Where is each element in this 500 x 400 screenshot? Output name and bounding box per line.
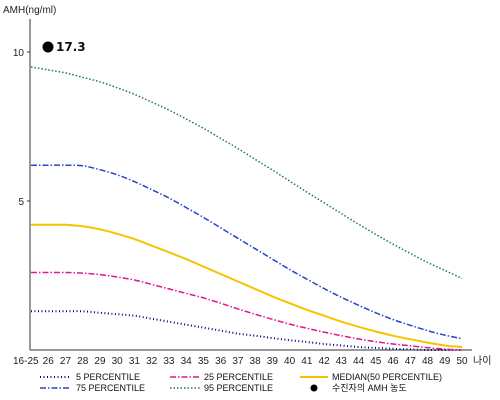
legend-label-patient: 수진자의 AMH 농도 — [332, 383, 407, 393]
x-tick-label: 28 — [77, 356, 89, 367]
x-tick-label: 43 — [336, 356, 348, 367]
x-tick-label: 42 — [319, 356, 331, 367]
series-line-0 — [31, 310, 462, 352]
legend-item-95: 95 PERCENTILE — [170, 383, 273, 393]
series-lines — [30, 66, 463, 352]
legend-label-75: 75 PERCENTILE — [76, 383, 145, 393]
x-tick-label: 45 — [370, 356, 382, 367]
x-axis: 16-25 26 27 28 29 30 31 32 33 34 35 36 37 38 39 40 41 42 4… — [13, 349, 491, 367]
x-tick-label: 46 — [387, 356, 399, 367]
x-tick-label: 26 — [43, 356, 55, 367]
legend-label-25: 25 PERCENTILE — [204, 372, 273, 382]
x-tick-label: 40 — [284, 356, 296, 367]
x-tick-label: 16-25 — [13, 356, 39, 367]
x-tick-label: 38 — [250, 356, 262, 367]
series-line-4 — [30, 66, 463, 280]
x-tick-label: 50 — [456, 356, 468, 367]
x-tick-label: 41 — [301, 356, 313, 367]
x-tick-label: 27 — [60, 356, 72, 367]
x-tick-label: 35 — [198, 356, 210, 367]
legend: 5 PERCENTILE 75 PERCENTILE 25 PERCENTILE… — [40, 372, 442, 393]
legend-item-5: 5 PERCENTILE — [40, 372, 140, 382]
patient-marker: 17.3 — [42, 40, 86, 54]
legend-item-patient: 수진자의 AMH 농도 — [310, 383, 407, 393]
legend-item-75: 75 PERCENTILE — [40, 383, 145, 393]
patient-marker-dot — [42, 41, 54, 53]
x-tick-label: 47 — [405, 356, 417, 367]
legend-label-median: MEDIAN(50 PERCENTILE) — [332, 372, 442, 382]
y-tick-label-10: 10 — [13, 48, 25, 59]
x-tick-label: 36 — [215, 356, 227, 367]
x-tick-label: 48 — [422, 356, 434, 367]
x-tick-label: 31 — [129, 356, 141, 367]
y-axis: 10 5 — [13, 19, 31, 350]
y-tick-label-5: 5 — [18, 197, 24, 208]
legend-label-5: 5 PERCENTILE — [76, 372, 140, 382]
legend-label-95: 95 PERCENTILE — [204, 383, 273, 393]
x-tick-label: 44 — [353, 356, 365, 367]
x-tick-label: 49 — [439, 356, 451, 367]
x-tick-label: 39 — [267, 356, 279, 367]
x-tick-label: 33 — [163, 356, 175, 367]
series-line-1 — [30, 271, 463, 351]
series-line-2 — [31, 223, 463, 348]
legend-item-median: MEDIAN(50 PERCENTILE) — [300, 372, 442, 382]
x-tick-label: 30 — [112, 356, 124, 367]
y-axis-title: AMH(ng/ml) — [3, 5, 56, 16]
series-line-3 — [30, 164, 463, 340]
x-tick-label: 37 — [232, 356, 244, 367]
x-tick-label: 32 — [146, 356, 158, 367]
legend-item-25: 25 PERCENTILE — [170, 372, 273, 382]
patient-marker-label: 17.3 — [56, 40, 86, 54]
legend-patient-dot — [310, 384, 318, 392]
x-axis-title: 나이 — [473, 355, 491, 367]
x-tick-label: 34 — [181, 356, 193, 367]
x-tick-label: 29 — [94, 356, 106, 367]
x-tick-labels: 16-25 26 27 28 29 30 31 32 33 34 35 36 37 38 39 40 41 42 4… — [13, 356, 468, 367]
